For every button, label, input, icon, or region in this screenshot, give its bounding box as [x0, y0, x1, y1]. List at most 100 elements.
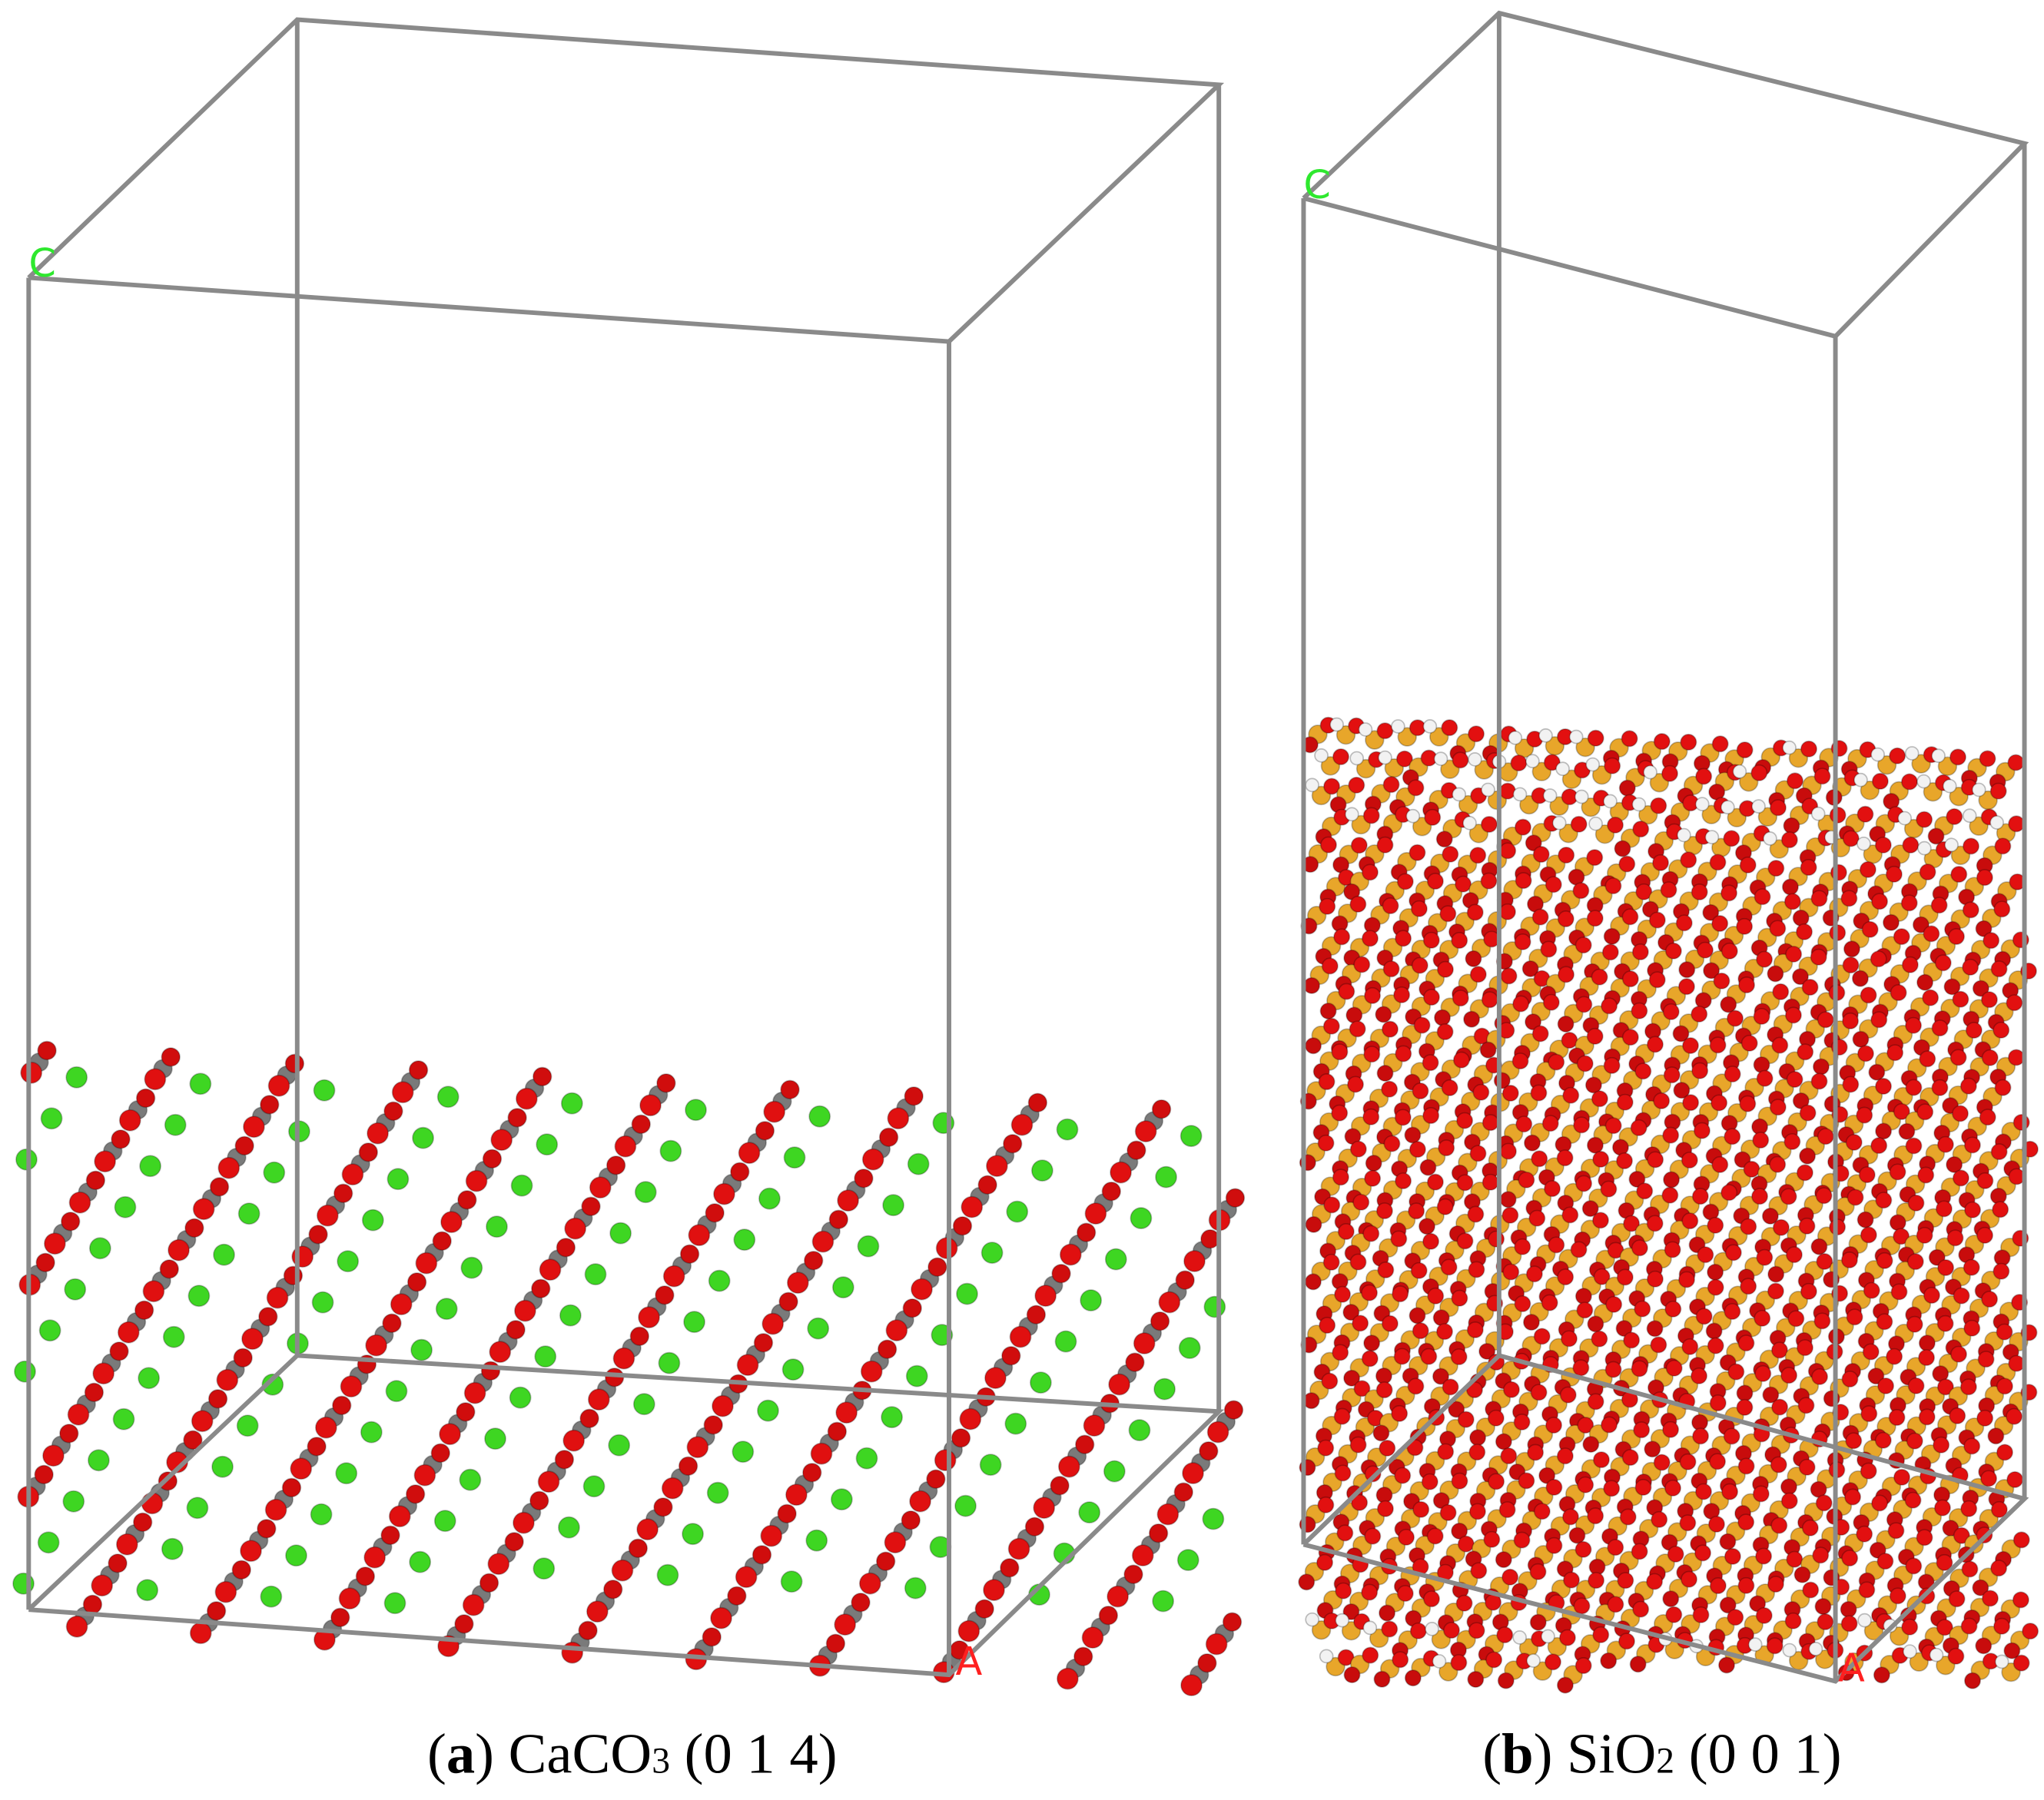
- oxygen-atom: [1703, 962, 1720, 980]
- calcium-atom: [211, 1455, 234, 1478]
- oxygen-atom: [1781, 878, 1799, 896]
- oxygen-atom: [1646, 1573, 1664, 1590]
- oxygen-atom: [1450, 1654, 1468, 1672]
- oxygen-atom: [1709, 1577, 1727, 1595]
- oxygen-atom: [1672, 1025, 1690, 1043]
- oxygen-atom: [439, 1423, 461, 1446]
- oxygen-atom: [1618, 1633, 1635, 1650]
- oxygen-atom: [727, 1586, 747, 1606]
- oxygen-atom: [1133, 1332, 1156, 1355]
- oxygen-atom: [1989, 782, 2007, 800]
- oxygen-atom: [1360, 1284, 1379, 1301]
- oxygen-atom: [1677, 978, 1695, 996]
- oxygen-atom: [1981, 1590, 1999, 1607]
- oxygen-atom: [1950, 866, 1968, 883]
- oxygen-atom: [92, 1362, 115, 1385]
- oxygen-atom: [1663, 1171, 1681, 1188]
- calcium-atom: [1004, 1412, 1027, 1435]
- oxygen-atom: [480, 1361, 501, 1381]
- oxygen-atom: [490, 1129, 513, 1152]
- oxygen-atom: [1616, 1268, 1634, 1286]
- oxygen-atom: [909, 1490, 931, 1513]
- oxygen-atom: [531, 1278, 551, 1299]
- oxygen-atom: [1515, 1115, 1533, 1133]
- hydrogen-atom: [1462, 815, 1477, 830]
- oxygen-atom: [1498, 1501, 1516, 1519]
- oxygen-atom: [1767, 1282, 1784, 1300]
- oxygen-atom: [1772, 983, 1790, 1000]
- oxygen-atom: [1346, 1006, 1363, 1024]
- oxygen-atom: [216, 1368, 239, 1391]
- hydrogen-atom: [1314, 748, 1329, 763]
- oxygen-atom: [934, 1449, 957, 1472]
- oxygen-atom: [1648, 911, 1666, 929]
- calcium-atom: [383, 1592, 406, 1615]
- oxygen-atom: [1456, 1112, 1474, 1129]
- hydrogen-atom: [1763, 831, 1777, 846]
- oxygen-atom: [1151, 1099, 1172, 1119]
- oxygen-atom: [1003, 1134, 1023, 1154]
- oxygen-atom: [1918, 1349, 1936, 1367]
- oxygen-atom: [1724, 1128, 1741, 1145]
- oxygen-atom: [1530, 1384, 1548, 1401]
- oxygen-atom: [1337, 1649, 1355, 1666]
- oxygen-atom: [636, 1518, 659, 1541]
- oxygen-atom: [1996, 1444, 2013, 1461]
- calcium-atom: [436, 1086, 460, 1109]
- oxygen-atom: [1323, 1196, 1341, 1214]
- oxygen-atom: [951, 1428, 971, 1448]
- oxygen-atom: [1992, 1201, 2009, 1218]
- calcium-atom: [632, 1393, 655, 1416]
- oxygen-atom: [1363, 1046, 1381, 1063]
- oxygen-atom: [1350, 837, 1368, 854]
- box-top: [1302, 10, 2029, 340]
- oxygen-atom: [705, 1203, 725, 1223]
- oxygen-atom: [258, 1307, 278, 1327]
- oxygen-atom: [1342, 1603, 1360, 1621]
- oxygen-atom: [1987, 1427, 2005, 1445]
- oxygen-atom: [1842, 1012, 1860, 1029]
- oxygen-atom: [1435, 1323, 1454, 1341]
- oxygen-atom: [1514, 1295, 1531, 1313]
- oxygen-atom: [1451, 1472, 1468, 1490]
- oxygen-atom: [532, 1066, 552, 1087]
- oxygen-atom: [554, 1450, 575, 1470]
- hydrogen-atom: [1929, 1647, 1944, 1662]
- oxygen-atom: [1860, 1226, 1877, 1244]
- oxygen-atom: [1570, 1241, 1588, 1258]
- oxygen-atom: [1518, 1472, 1535, 1490]
- oxygen-atom: [1466, 903, 1484, 921]
- oxygen-atom: [786, 1271, 809, 1294]
- oxygen-atom: [1664, 1300, 1682, 1318]
- oxygen-atom: [1410, 1261, 1428, 1279]
- oxygen-atom: [1893, 928, 1910, 946]
- oxygen-atom: [183, 1430, 203, 1450]
- oxygen-atom: [1662, 1003, 1680, 1021]
- oxygen-atom: [1990, 1500, 2008, 1518]
- oxygen-atom: [1108, 1373, 1130, 1396]
- calcium-atom: [682, 1523, 705, 1546]
- oxygen-atom: [1841, 1371, 1859, 1388]
- oxygen-atom: [1663, 1066, 1681, 1084]
- oxygen-atom: [1857, 1211, 1874, 1228]
- oxygen-atom: [1844, 1488, 1862, 1506]
- hydrogen-atom: [1319, 1649, 1334, 1664]
- oxygen-atom: [1033, 1497, 1056, 1520]
- oxygen-atom: [1363, 1334, 1381, 1352]
- oxygen-atom: [1842, 956, 1860, 974]
- oxygen-atom: [1541, 1294, 1558, 1311]
- oxygen-atom: [1871, 772, 1889, 790]
- oxygen-atom: [1901, 956, 1919, 973]
- oxygen-atom: [1846, 1308, 1863, 1326]
- oxygen-atom: [1395, 930, 1412, 947]
- oxygen-atom: [1868, 1063, 1886, 1081]
- oxygen-atom: [861, 1148, 884, 1171]
- oxygen-atom: [1711, 1094, 1728, 1112]
- oxygen-atom: [1693, 1122, 1711, 1139]
- oxygen-atom: [1739, 856, 1757, 873]
- oxygen-atom: [1707, 1263, 1724, 1281]
- oxygen-atom: [1886, 1044, 1904, 1062]
- oxygen-atom: [1860, 986, 1877, 1004]
- oxygen-atom: [1422, 1590, 1441, 1608]
